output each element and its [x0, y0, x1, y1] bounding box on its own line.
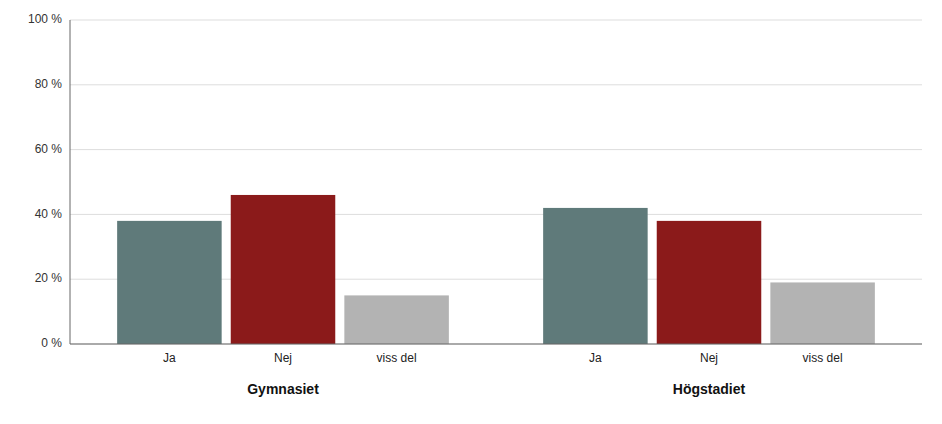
x-tick-label: Ja: [589, 351, 602, 365]
x-axis: [70, 344, 922, 345]
group-label: Högstadiet: [673, 381, 746, 397]
y-tick-label: 0 %: [41, 336, 62, 350]
grid-line: [70, 214, 922, 215]
grid: [70, 20, 922, 344]
x-tick-label: viss del: [377, 351, 417, 365]
bar: [344, 295, 449, 344]
y-tick-label: 60 %: [35, 142, 63, 156]
bar: [657, 221, 762, 344]
chart: 0 % 20 % 40 % 60 % 80 % 100 % Ja Nej viss del Gym…: [0, 0, 942, 424]
bar: [770, 282, 875, 344]
y-tick-label: 80 %: [35, 77, 63, 91]
x-tick-label: Nej: [274, 351, 292, 365]
bar: [117, 221, 222, 344]
x-tick-label: Ja: [163, 351, 176, 365]
bars: [117, 195, 875, 344]
bar: [231, 195, 336, 344]
bar: [543, 208, 648, 344]
grid-line: [70, 149, 922, 150]
grid-line: [70, 20, 922, 21]
y-axis: [70, 20, 71, 344]
group-label: Gymnasiet: [247, 381, 319, 397]
y-tick-label: 100 %: [28, 12, 62, 26]
y-tick-label: 40 %: [35, 207, 63, 221]
grid-line: [70, 84, 922, 85]
x-tick-label: Nej: [700, 351, 718, 365]
grid-line: [70, 344, 922, 345]
x-tick-label: viss del: [803, 351, 843, 365]
y-tick-label: 20 %: [35, 271, 63, 285]
